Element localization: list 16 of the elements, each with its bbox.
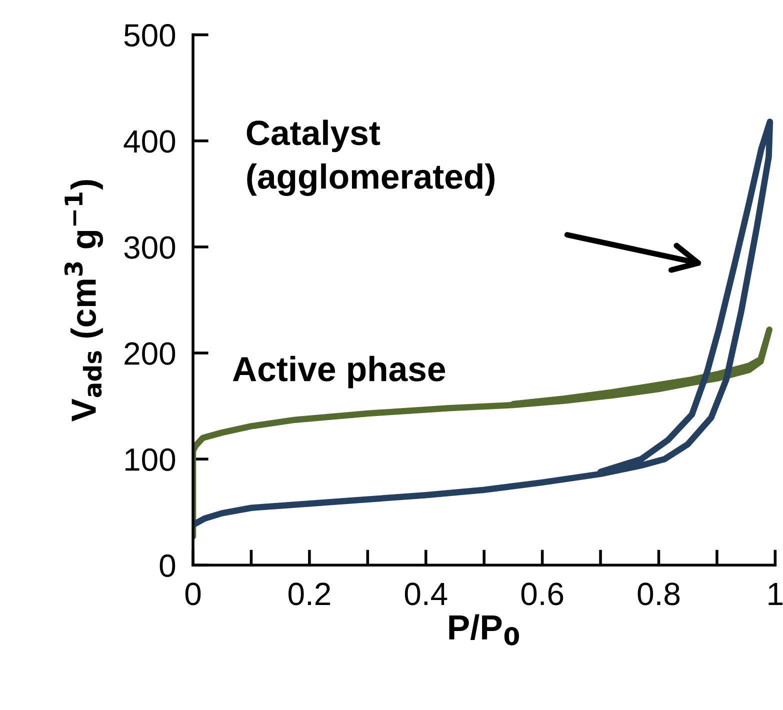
- x-tick-label: 1: [768, 583, 782, 605]
- y-axis-title: V$_{ads}$ (cm$^{3}$ g$^{−1}$): [64, 180, 104, 422]
- x-tick-label: 0.6: [521, 582, 564, 606]
- x-tick-label: 0.8: [638, 582, 680, 606]
- x-axis-title: P/P$_{0}$: [449, 614, 519, 646]
- y-tick-label: 100: [125, 448, 176, 471]
- annotation: Catalyst (agglomerated): [246, 120, 494, 196]
- x-tick-label: 0: [185, 582, 201, 606]
- y-tick-label: 200: [124, 342, 176, 365]
- x-tick-label: 0.4: [404, 582, 448, 606]
- y-tick-label: 0: [160, 554, 176, 578]
- annotation: Active phase: [232, 356, 446, 388]
- y-tick-label: 300: [124, 236, 176, 259]
- y-tick-label: 500: [124, 24, 176, 47]
- y-tick-label: 400: [124, 130, 176, 153]
- x-tick-label: 0.2: [288, 582, 330, 606]
